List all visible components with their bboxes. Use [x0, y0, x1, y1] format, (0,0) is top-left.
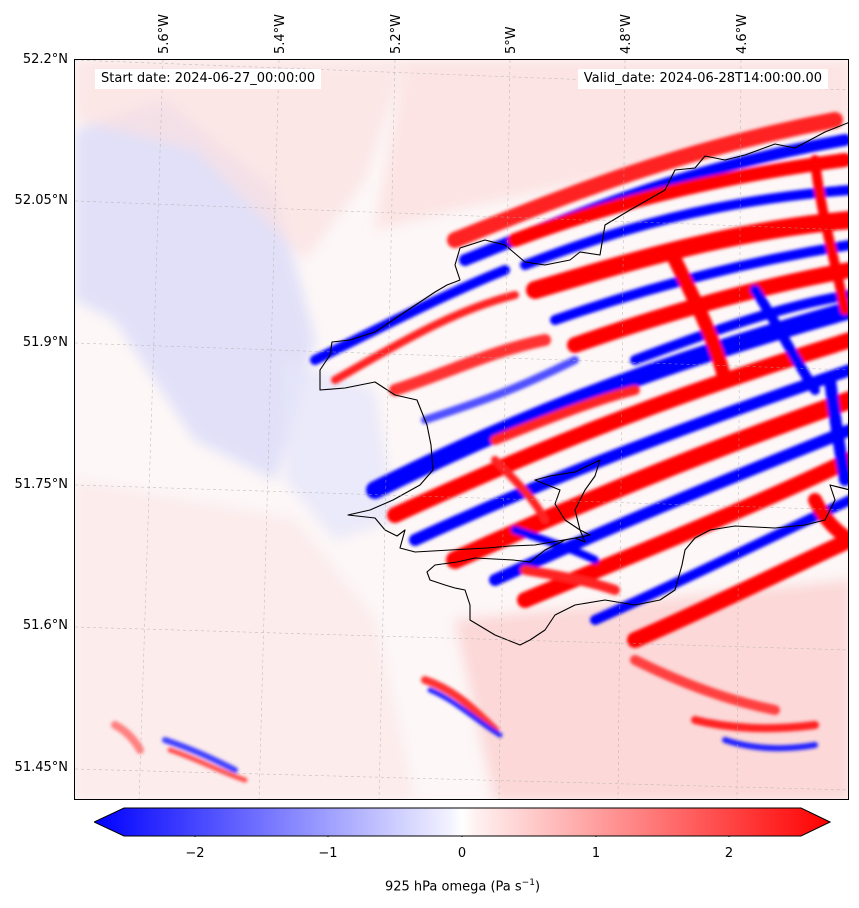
colorbar-label-main: 925 hPa omega (Pa s [384, 879, 522, 895]
colorbar-tick-0: 0 [457, 846, 467, 861]
colorbar-tick-2: 2 [724, 846, 734, 861]
lon-label-5-2w: 5.2°W [389, 13, 404, 54]
colorbar [94, 807, 831, 837]
colorbar-tick-neg2: −2 [185, 846, 205, 861]
colorbar-tick-neg1: −1 [318, 846, 338, 861]
lon-label-5w: 5°W [504, 26, 519, 54]
lon-label-5-4w: 5.4°W [273, 13, 288, 54]
colorbar-label: 925 hPa omega (Pa s−1) [0, 878, 859, 894]
lat-label-52-05n: 52.05°N [14, 193, 68, 208]
lat-label-51-45n: 51.45°N [14, 760, 68, 775]
lat-label-51-6n: 51.6°N [22, 618, 68, 633]
lat-label-52-2n: 52.2°N [22, 52, 68, 67]
colorbar-tick-1: 1 [591, 846, 601, 861]
start-date-label: Start date: 2024-06-27_00:00:00 [95, 69, 322, 89]
valid-date-label: Valid_date: 2024-06-28T14:00:00.00 [577, 69, 828, 89]
colorbar-label-exponent: −1 [521, 878, 535, 888]
lon-label-4-6w: 4.6°W [735, 13, 750, 54]
omega-streaks [111, 112, 848, 783]
lat-label-51-75n: 51.75°N [14, 477, 68, 492]
omega-field [75, 60, 848, 799]
omega-map: Start date: 2024-06-27_00:00:00 Valid_da… [74, 59, 849, 800]
colorbar-label-close: ) [534, 879, 541, 895]
coastline [319, 122, 848, 646]
lon-label-4-8w: 4.8°W [619, 13, 634, 54]
lat-label-51-9n: 51.9°N [22, 335, 68, 350]
lon-label-5-6w: 5.6°W [157, 13, 172, 54]
